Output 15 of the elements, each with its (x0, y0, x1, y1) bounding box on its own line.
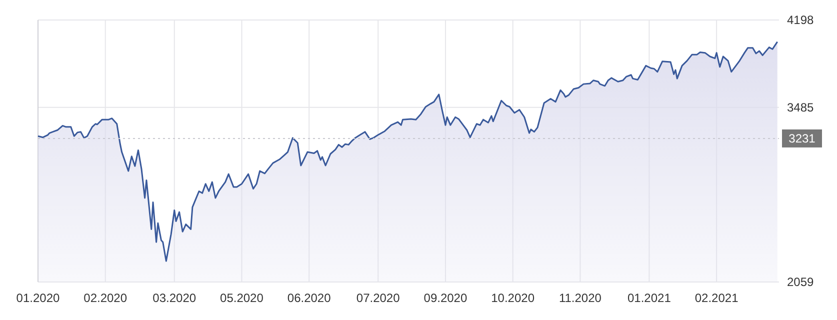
x-tick-label: 02.2021 (694, 291, 739, 305)
x-tick-label: 11.2020 (558, 291, 602, 305)
x-tick-label: 09.2020 (424, 291, 468, 305)
x-tick-label: 01.2021 (628, 291, 672, 305)
x-tick-label: 07.2020 (356, 291, 400, 305)
y-tick-label: 3485 (787, 100, 814, 114)
x-tick-label: 01.2020 (16, 291, 60, 305)
x-tick-label: 05.2020 (220, 291, 264, 305)
y-tick-label: 2059 (787, 275, 814, 289)
y-tick-label: 4198 (787, 13, 814, 27)
x-tick-label: 02.2020 (84, 291, 128, 305)
x-tick-label: 03.2020 (152, 291, 196, 305)
ref-line-label: 3231 (788, 131, 816, 146)
x-tick-label: 06.2020 (287, 291, 332, 305)
x-tick-label: 10.2020 (491, 291, 535, 305)
